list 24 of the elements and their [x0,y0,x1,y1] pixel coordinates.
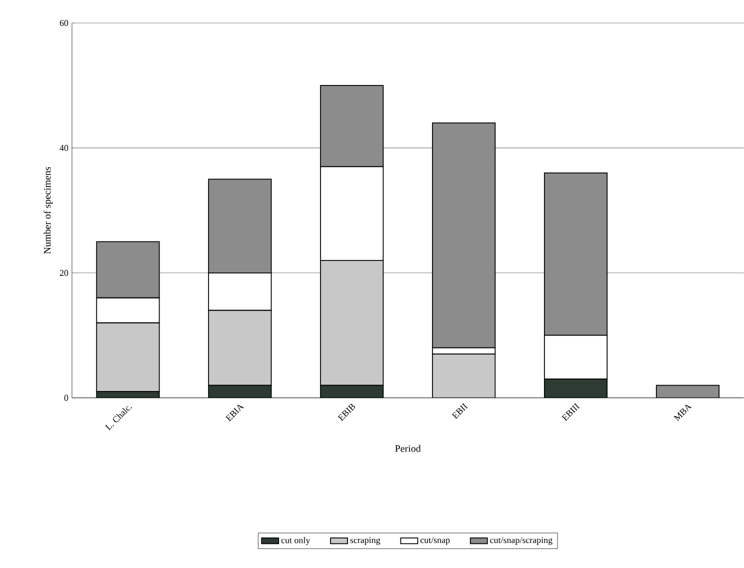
bar [544,172,608,336]
bar [320,85,384,168]
y-tick-label: 40 [60,145,68,152]
y-tick-label: 20 [60,270,68,276]
bar [320,260,384,386]
bar [96,322,160,392]
bar [432,354,496,398]
bar [208,310,272,386]
legend-label: cut/snap [420,537,450,546]
legend-label: cut only [281,537,310,546]
bar [96,241,160,298]
legend-label: cut/snap/scraping [490,537,552,546]
bar [320,385,384,398]
y-axis-title: Number of specimens [44,167,53,254]
y-tick-label: 60 [60,20,68,26]
bar [656,385,720,398]
bar [432,122,496,348]
bar [544,378,608,398]
bar [208,178,272,274]
bar [208,272,272,311]
y-tick-label: 0 [64,394,68,401]
bar [208,385,272,398]
legend-label: scraping [350,537,380,546]
x-axis-title: Period [395,444,421,452]
